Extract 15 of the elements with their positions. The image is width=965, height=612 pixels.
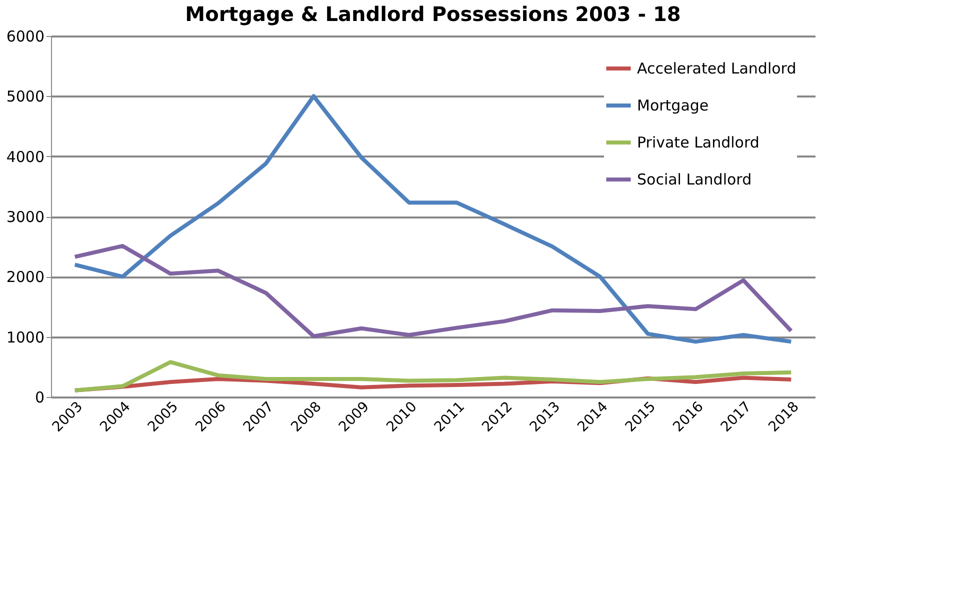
line-series bbox=[72, 360, 794, 392]
y-tick-label: 5000 bbox=[6, 88, 44, 106]
chart-title: Mortgage & Landlord Possessions 2003 - 18 bbox=[185, 2, 681, 26]
legend-label: Accelerated Landlord bbox=[637, 60, 796, 78]
legend-label: Social Landlord bbox=[637, 170, 752, 188]
y-tick-label: 4000 bbox=[6, 148, 44, 166]
y-tick-label: 1000 bbox=[6, 328, 44, 346]
y-tick-label: 0 bbox=[34, 388, 44, 406]
line-series bbox=[72, 244, 794, 338]
y-tick-label: 3000 bbox=[6, 208, 44, 226]
legend-label: Mortgage bbox=[637, 96, 709, 114]
y-tick-label: 2000 bbox=[6, 268, 44, 286]
legend-label: Private Landlord bbox=[637, 134, 760, 152]
line-series bbox=[72, 94, 794, 344]
y-tick-label: 6000 bbox=[6, 28, 44, 46]
